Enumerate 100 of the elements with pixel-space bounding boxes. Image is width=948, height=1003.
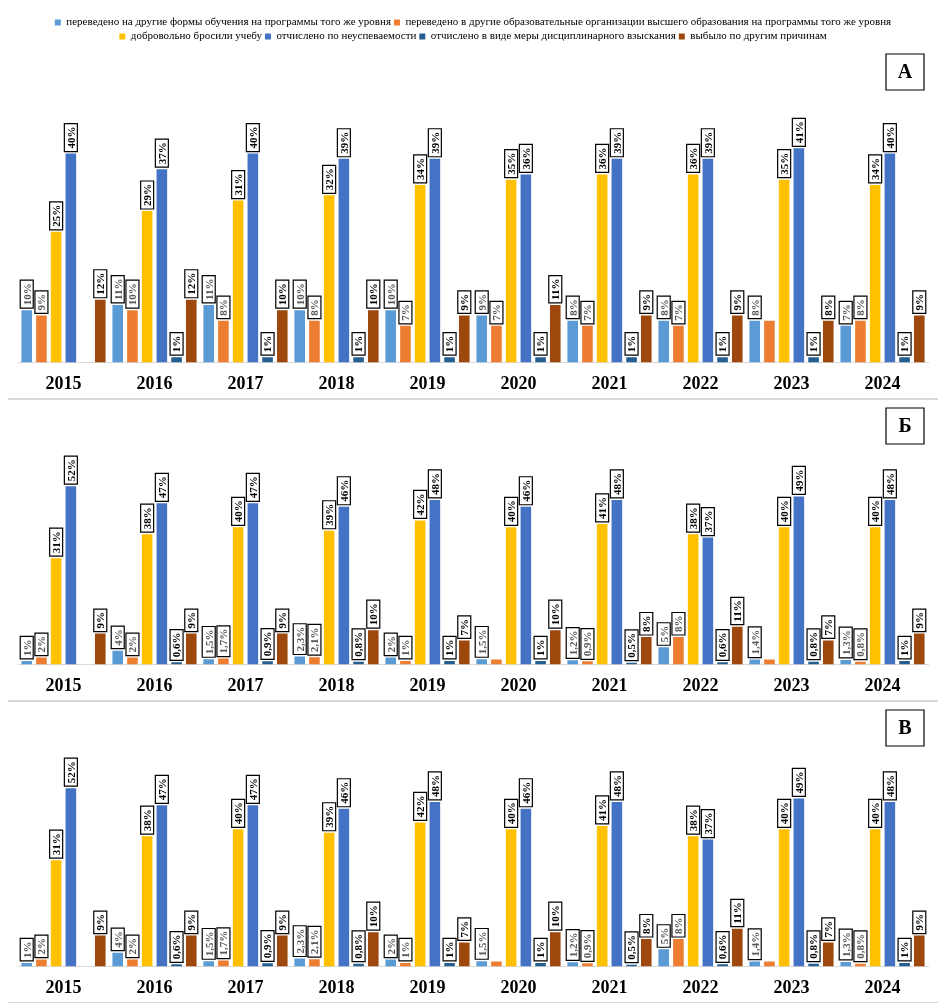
data-label: 9% bbox=[185, 612, 198, 629]
data-label: 49% bbox=[792, 469, 805, 492]
bar bbox=[276, 310, 288, 363]
data-label: 0,6% bbox=[170, 632, 183, 658]
data-label: 46% bbox=[337, 479, 350, 502]
data-label: 39% bbox=[322, 503, 335, 526]
bar bbox=[535, 357, 546, 363]
bar bbox=[294, 656, 306, 665]
bar bbox=[505, 179, 517, 363]
bar bbox=[414, 184, 426, 363]
data-label: 32% bbox=[322, 168, 335, 191]
data-label: 8% bbox=[657, 299, 670, 316]
bar bbox=[567, 320, 579, 363]
data-label: 9% bbox=[475, 293, 488, 311]
bar bbox=[458, 640, 470, 665]
data-label: 10% bbox=[549, 905, 562, 928]
data-label: 0,6% bbox=[170, 934, 183, 960]
bar bbox=[673, 325, 684, 363]
x-tick-label: 2018 bbox=[318, 976, 355, 997]
data-label: 36% bbox=[595, 147, 608, 170]
bar bbox=[338, 808, 350, 967]
bar bbox=[232, 829, 244, 967]
data-label: 1% bbox=[261, 335, 274, 353]
bar bbox=[400, 660, 411, 665]
data-label: 36% bbox=[519, 147, 532, 170]
data-label: 1% bbox=[898, 941, 911, 958]
bar bbox=[21, 310, 33, 363]
bar bbox=[687, 174, 699, 363]
bar bbox=[127, 959, 138, 967]
bar bbox=[21, 660, 33, 665]
x-tick-label: 2023 bbox=[773, 372, 810, 393]
x-tick-label: 2020 bbox=[500, 372, 537, 393]
data-label: 0,9% bbox=[261, 933, 274, 959]
data-label: 4% bbox=[111, 931, 124, 948]
bar bbox=[353, 357, 364, 363]
data-label: 7% bbox=[581, 304, 594, 321]
data-label: 9% bbox=[276, 914, 289, 931]
data-label: 47% bbox=[155, 778, 168, 801]
data-label: 1% bbox=[20, 639, 33, 656]
data-label: 1,2% bbox=[566, 630, 579, 656]
data-label: 39% bbox=[322, 805, 335, 828]
bar bbox=[367, 932, 379, 967]
bar bbox=[596, 174, 608, 363]
bar bbox=[185, 633, 197, 665]
x-tick-label: 2023 bbox=[773, 976, 810, 997]
data-label: 48% bbox=[883, 472, 896, 495]
bar bbox=[749, 320, 761, 363]
bar bbox=[400, 325, 411, 363]
data-label: 1% bbox=[443, 335, 456, 353]
data-label: 48% bbox=[610, 774, 623, 797]
bar bbox=[731, 315, 743, 363]
data-label: 1,5% bbox=[475, 931, 488, 957]
bar bbox=[520, 808, 532, 967]
data-label: 47% bbox=[246, 778, 259, 801]
data-label: 5% bbox=[657, 927, 670, 945]
data-label: 49% bbox=[792, 771, 805, 794]
data-label: 11% bbox=[549, 278, 562, 300]
bar bbox=[429, 499, 441, 665]
bar bbox=[640, 938, 652, 967]
bar bbox=[793, 496, 805, 665]
text: А bbox=[897, 60, 913, 83]
bar bbox=[429, 158, 441, 363]
data-label: 38% bbox=[140, 809, 153, 832]
data-label: 10% bbox=[549, 603, 562, 626]
data-label: 1% bbox=[534, 941, 547, 958]
data-label: 2% bbox=[126, 636, 139, 653]
data-label: 1,4% bbox=[748, 931, 761, 957]
bar bbox=[444, 962, 455, 967]
data-label: 2% bbox=[126, 938, 139, 955]
data-label: 1,7% bbox=[217, 628, 230, 654]
bar bbox=[567, 660, 579, 665]
x-tick-label: 2018 bbox=[318, 674, 355, 695]
bar bbox=[171, 964, 182, 967]
data-label: 0,6% bbox=[716, 934, 729, 960]
bar bbox=[778, 527, 790, 665]
data-label: 1% bbox=[534, 639, 547, 656]
data-label: 9% bbox=[913, 612, 926, 629]
bar bbox=[702, 158, 714, 363]
bar bbox=[840, 961, 852, 967]
bar bbox=[702, 839, 714, 967]
bar bbox=[36, 315, 47, 363]
bar bbox=[658, 949, 670, 967]
bar bbox=[294, 958, 306, 967]
bar bbox=[899, 660, 910, 665]
bar bbox=[717, 357, 728, 363]
data-label: 0,8% bbox=[352, 933, 365, 959]
bar bbox=[171, 357, 182, 363]
data-label: 1,3% bbox=[839, 932, 852, 957]
x-tick-label: 2022 bbox=[682, 372, 719, 393]
x-tick-label: 2015 bbox=[45, 372, 82, 393]
bar bbox=[276, 935, 288, 967]
data-label: 1% bbox=[898, 639, 911, 656]
data-label: 2% bbox=[35, 938, 48, 955]
data-label: 1% bbox=[716, 335, 729, 353]
bar bbox=[611, 158, 623, 363]
bar bbox=[520, 174, 532, 363]
data-label: 10% bbox=[367, 905, 380, 928]
data-label: 37% bbox=[701, 510, 714, 533]
bar bbox=[913, 633, 925, 665]
bar bbox=[582, 325, 593, 363]
